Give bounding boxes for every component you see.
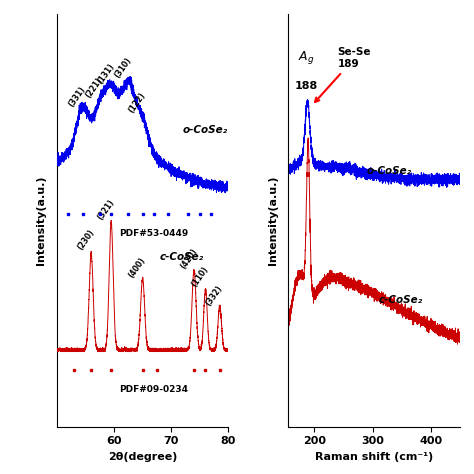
Y-axis label: Intensity(a.u.): Intensity(a.u.) (268, 176, 278, 265)
X-axis label: 2θ(degree): 2θ(degree) (108, 452, 177, 462)
Y-axis label: Intensity(a.u.): Intensity(a.u.) (36, 176, 46, 265)
Text: (221): (221) (84, 75, 105, 100)
Text: (122): (122) (127, 91, 147, 114)
Text: Se-Se
189: Se-Se 189 (315, 47, 371, 102)
Text: c-CoSe₂: c-CoSe₂ (160, 252, 204, 262)
Text: o-CoSe₂: o-CoSe₂ (367, 166, 412, 176)
Text: (230): (230) (75, 228, 96, 252)
Text: (110): (110) (190, 265, 210, 289)
Text: c-CoSe₂: c-CoSe₂ (378, 295, 422, 305)
Text: $A_g$: $A_g$ (298, 49, 315, 66)
Text: 188: 188 (295, 81, 318, 91)
Text: (420): (420) (178, 246, 199, 270)
Text: (400): (400) (127, 255, 147, 279)
Text: (131): (131) (96, 62, 116, 85)
Text: (321): (321) (96, 198, 116, 221)
Text: PDF#53-0449: PDF#53-0449 (119, 229, 189, 238)
Text: (331): (331) (67, 84, 87, 109)
Text: o-CoSe₂: o-CoSe₂ (182, 125, 228, 135)
X-axis label: Raman shift (cm⁻¹): Raman shift (cm⁻¹) (315, 452, 433, 462)
Text: PDF#09-0234: PDF#09-0234 (119, 385, 189, 394)
Text: (332): (332) (204, 284, 225, 308)
Text: (310): (310) (113, 55, 133, 80)
